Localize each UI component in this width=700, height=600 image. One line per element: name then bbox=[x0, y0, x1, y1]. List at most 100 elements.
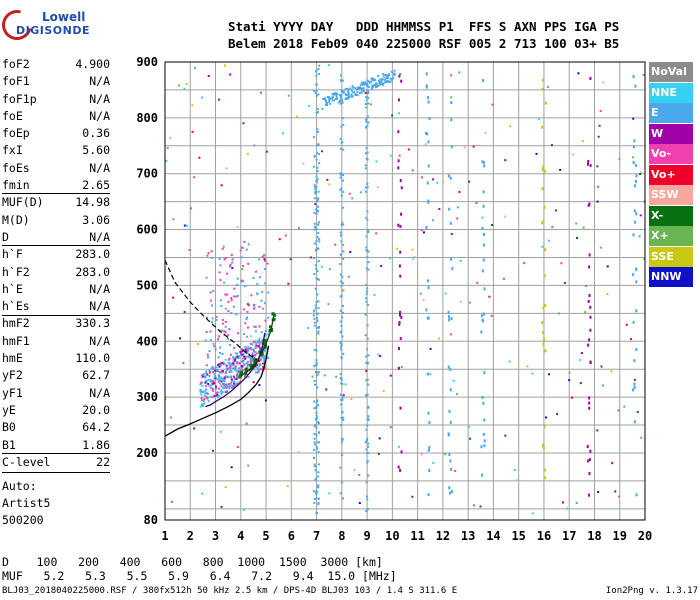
echo-point bbox=[314, 287, 317, 290]
echo-point bbox=[314, 203, 317, 206]
echo-point bbox=[249, 355, 252, 358]
echo-point bbox=[223, 281, 226, 284]
echo-point bbox=[237, 367, 240, 370]
echo-point bbox=[264, 399, 267, 402]
echo-point bbox=[366, 461, 369, 464]
echo-point bbox=[242, 308, 245, 311]
echo-point bbox=[264, 355, 267, 358]
echo-point bbox=[230, 378, 233, 381]
echo-point bbox=[427, 448, 430, 452]
echo-point bbox=[384, 77, 387, 80]
echo-point bbox=[481, 226, 484, 230]
plot-frame bbox=[164, 61, 646, 521]
echo-point bbox=[225, 375, 228, 378]
echo-point bbox=[589, 164, 592, 168]
echo-point bbox=[205, 388, 208, 391]
echo-point bbox=[367, 261, 370, 264]
echo-point bbox=[386, 79, 389, 82]
echo-point bbox=[230, 299, 233, 302]
echo-point bbox=[257, 369, 260, 372]
echo-point bbox=[260, 353, 264, 357]
echo-point bbox=[250, 356, 253, 359]
echo-point bbox=[366, 84, 369, 87]
param-separator bbox=[2, 245, 110, 247]
echo-point bbox=[382, 73, 385, 76]
echo-point bbox=[365, 147, 368, 150]
echo-point bbox=[350, 89, 353, 92]
echo-point bbox=[364, 103, 367, 106]
param-label: h`F2 bbox=[2, 264, 30, 279]
param-separator bbox=[2, 472, 110, 474]
echo-point bbox=[515, 479, 518, 482]
echo-point bbox=[351, 197, 354, 200]
echo-point bbox=[203, 398, 206, 401]
echo-point bbox=[638, 235, 641, 238]
echo-point bbox=[367, 419, 370, 422]
echo-point bbox=[215, 366, 218, 369]
echo-point bbox=[262, 307, 265, 310]
lowell-digisonde-logo: Lowell DIGISONDE bbox=[0, 2, 89, 46]
echo-point bbox=[315, 497, 318, 500]
echo-point bbox=[239, 351, 242, 354]
echo-point bbox=[325, 103, 328, 106]
echo-point bbox=[227, 385, 230, 388]
echo-point bbox=[217, 373, 220, 376]
echo-point bbox=[338, 99, 341, 102]
echo-point bbox=[220, 184, 223, 187]
echo-point bbox=[263, 302, 266, 305]
echo-point bbox=[481, 395, 484, 399]
echo-point bbox=[633, 209, 636, 213]
echo-point bbox=[425, 308, 428, 312]
param-value: 5.60 bbox=[82, 143, 110, 158]
echo-point bbox=[640, 436, 643, 439]
echo-point bbox=[483, 287, 486, 291]
echo-point bbox=[366, 124, 369, 127]
virtual-height-profile bbox=[164, 260, 264, 365]
param-row: D N/A bbox=[2, 229, 110, 246]
echo-point bbox=[448, 486, 451, 490]
echo-point bbox=[426, 279, 429, 283]
echo-point bbox=[339, 173, 342, 176]
echo-point bbox=[587, 159, 590, 163]
echo-point bbox=[610, 370, 613, 373]
echo-point bbox=[313, 437, 316, 440]
echo-point bbox=[315, 414, 318, 417]
x-tick-labels: 1 2 3 4 5 6 7 8 9 10 11 12 13 14 15 16 17 18 19 20 bbox=[161, 529, 652, 543]
echo-point bbox=[365, 355, 368, 358]
echo-point bbox=[238, 375, 242, 379]
echo-point bbox=[543, 476, 546, 480]
echo-point bbox=[217, 387, 220, 390]
echo-point bbox=[364, 313, 367, 316]
echo-point bbox=[224, 358, 227, 361]
echo-point bbox=[203, 402, 206, 405]
echo-point bbox=[201, 96, 204, 99]
echo-point bbox=[331, 99, 334, 102]
echo-point bbox=[339, 189, 342, 192]
echo-point bbox=[488, 295, 491, 298]
echo-point bbox=[204, 376, 207, 379]
echo-point bbox=[263, 358, 266, 361]
echo-point bbox=[450, 145, 453, 149]
echo-point bbox=[427, 411, 430, 415]
echo-point bbox=[244, 322, 247, 325]
echo-point bbox=[198, 156, 201, 159]
echo-point bbox=[317, 278, 320, 281]
y-tick-label: 300 bbox=[136, 390, 158, 404]
param-value: N/A bbox=[89, 160, 110, 175]
echo-point bbox=[502, 277, 505, 280]
echo-point bbox=[314, 92, 317, 95]
echo-point bbox=[629, 338, 632, 341]
echo-point bbox=[231, 258, 234, 261]
echo-point bbox=[581, 140, 584, 143]
echo-point bbox=[313, 348, 316, 351]
echo-point bbox=[218, 371, 221, 374]
echo-point bbox=[606, 265, 609, 268]
echo-point bbox=[223, 258, 226, 261]
echo-point bbox=[246, 351, 249, 354]
echo-point bbox=[400, 450, 403, 454]
echo-point bbox=[208, 375, 211, 378]
y-tick-label: 200 bbox=[136, 446, 158, 460]
echo-point bbox=[449, 221, 452, 225]
echo-point bbox=[185, 83, 188, 86]
echo-point bbox=[313, 407, 316, 410]
